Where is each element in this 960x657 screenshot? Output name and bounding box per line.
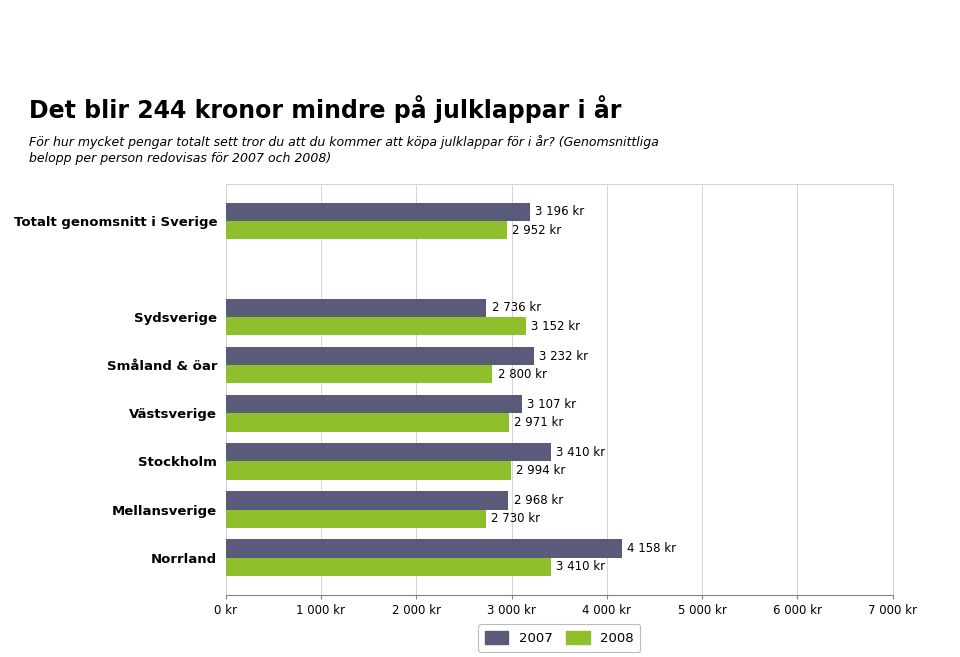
Text: 3 196 kr: 3 196 kr	[536, 205, 585, 218]
Text: 3 410 kr: 3 410 kr	[556, 560, 605, 574]
Bar	[226, 461, 511, 480]
Bar	[226, 539, 622, 558]
Bar	[226, 443, 551, 461]
Legend: 2007, 2008: 2007, 2008	[478, 624, 640, 652]
Text: För hur mycket pengar totalt sett tror du att du kommer att köpa julklappar för : För hur mycket pengar totalt sett tror d…	[29, 135, 659, 148]
Text: 2 800 kr: 2 800 kr	[497, 368, 547, 381]
Bar	[226, 365, 492, 384]
Text: 4 158 kr: 4 158 kr	[627, 542, 676, 555]
Text: 3 232 kr: 3 232 kr	[539, 350, 588, 363]
Bar	[226, 299, 487, 317]
Text: 2 971 kr: 2 971 kr	[514, 416, 564, 429]
Text: 2 968 kr: 2 968 kr	[514, 494, 563, 507]
Bar	[226, 221, 507, 239]
Text: 3 152 kr: 3 152 kr	[531, 320, 581, 332]
Bar	[226, 395, 521, 413]
Bar	[226, 510, 486, 528]
Bar	[226, 558, 551, 576]
Text: 3 107 kr: 3 107 kr	[527, 397, 576, 411]
Bar	[226, 491, 509, 510]
Bar	[226, 202, 530, 221]
Text: Nordea: Nordea	[24, 30, 137, 58]
Bar	[226, 413, 509, 432]
Text: 3 410 kr: 3 410 kr	[556, 446, 605, 459]
Text: 2 994 kr: 2 994 kr	[516, 464, 565, 477]
Text: belopp per person redovisas för 2007 och 2008): belopp per person redovisas för 2007 och…	[29, 152, 331, 166]
Text: Det blir 244 kronor mindre på julklappar i år: Det blir 244 kronor mindre på julklappar…	[29, 95, 621, 123]
Bar	[226, 317, 526, 335]
Bar	[226, 347, 534, 365]
Text: 2 730 kr: 2 730 kr	[492, 512, 540, 525]
Text: 2 952 kr: 2 952 kr	[513, 223, 562, 237]
Text: 2 736 kr: 2 736 kr	[492, 302, 540, 315]
Text: ❯: ❯	[101, 28, 122, 53]
